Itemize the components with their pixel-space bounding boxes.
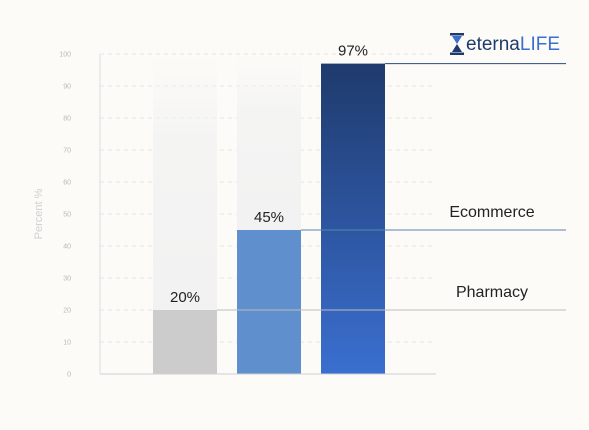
y-tick-label: 70 — [63, 148, 71, 155]
logo-text-main: eterna — [466, 34, 520, 55]
annotation-label: Pharmacy — [456, 284, 528, 301]
bars — [153, 63, 385, 374]
y-tick-label: 30 — [63, 276, 71, 283]
y-axis-label: Percent % — [33, 188, 45, 239]
y-tick-label: 20 — [63, 308, 71, 315]
logo-text-accent: LIFE — [520, 34, 560, 55]
data-label: 97% — [338, 43, 368, 60]
data-label: 20% — [170, 289, 200, 306]
bar-background — [237, 54, 301, 230]
annotation-lines: Pharmacy Ecommerce — [217, 63, 566, 311]
y-axis-ticks: 0 10 20 30 40 50 60 70 80 90 100 — [59, 52, 71, 379]
y-tick-label: 40 — [63, 244, 71, 251]
y-tick-label: 50 — [63, 212, 71, 219]
annotation-label: Ecommerce — [449, 204, 534, 221]
y-tick-label: 60 — [63, 180, 71, 187]
eternalife-logo: eternaLIFE — [450, 33, 560, 55]
y-tick-label: 10 — [63, 340, 71, 347]
background-bars — [153, 54, 301, 310]
y-tick-label: 0 — [67, 372, 71, 379]
bar — [321, 63, 385, 374]
data-label: 45% — [254, 209, 284, 226]
y-tick-label: 100 — [59, 52, 71, 59]
bar — [237, 230, 301, 374]
logo-text: eternaLIFE — [466, 34, 560, 55]
bar — [153, 310, 217, 374]
bar-background — [153, 54, 217, 310]
hourglass-icon — [450, 33, 464, 55]
y-tick-label: 80 — [63, 116, 71, 123]
data-labels: 20% 45% 97% — [170, 43, 368, 306]
y-tick-label: 90 — [63, 84, 71, 91]
